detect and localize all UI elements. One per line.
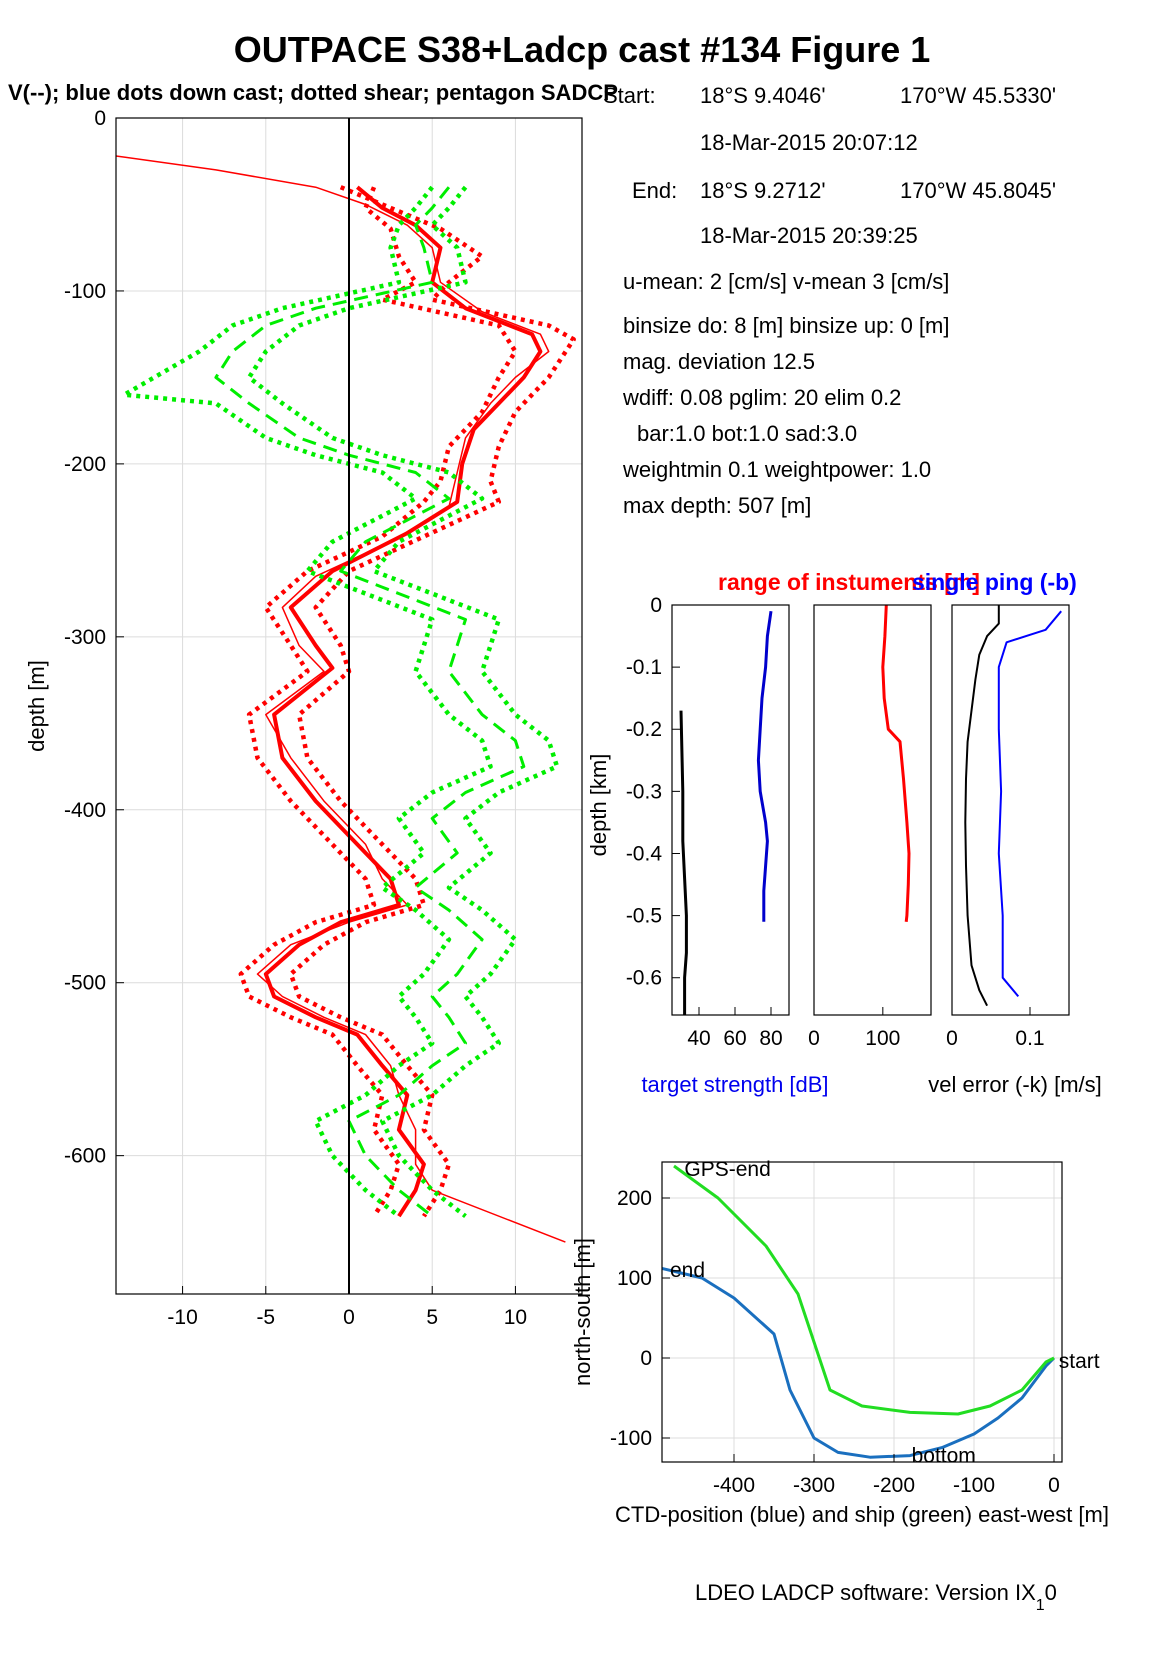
y-tick-label: 0 — [640, 1347, 652, 1370]
x-axis-label: vel error (-k) [m/s] — [928, 1072, 1102, 1097]
y-axis-label: depth [km] — [586, 754, 611, 857]
x-tick-label: 80 — [759, 1027, 782, 1050]
series-line-5 — [246, 185, 560, 1218]
x-tick-label: 100 — [865, 1027, 900, 1050]
y-tick-label: 0 — [650, 594, 662, 617]
series-line-0 — [881, 604, 911, 922]
range-title: range of instuments [m] — [718, 569, 980, 595]
start-lon: 170°W 45.5330' — [900, 83, 1056, 108]
y-tick-label: -0.5 — [626, 905, 662, 928]
x-tick-label: 0 — [1048, 1474, 1060, 1497]
weight-params: weightmin 0.1 weightpower: 1.0 — [622, 457, 931, 482]
start-label: start — [1059, 1350, 1100, 1373]
y-tick-label: 100 — [617, 1267, 652, 1290]
software-version-sub: 1 — [1036, 1597, 1045, 1614]
y-tick-label: -300 — [64, 626, 106, 649]
start-time: 18-Mar-2015 20:07:12 — [700, 130, 918, 155]
end-time: 18-Mar-2015 20:39:25 — [700, 223, 918, 248]
axes-frame — [813, 604, 932, 1016]
end-label: end — [670, 1259, 705, 1282]
y-tick-label: -0.6 — [626, 967, 662, 990]
x-tick-label: 0 — [808, 1027, 820, 1050]
axes-frame — [671, 604, 790, 1016]
y-tick-label: 0 — [94, 107, 106, 130]
software-version-end: 0 — [1045, 1580, 1057, 1605]
max-depth: max depth: 507 [m] — [623, 493, 811, 518]
x-tick-label: -10 — [167, 1306, 197, 1329]
figure-title: OUTPACE S38+Ladcp cast #134 Figure 1 — [234, 29, 931, 70]
y-tick-label: -600 — [64, 1145, 106, 1168]
x-tick-label: 0 — [343, 1306, 355, 1329]
series-line-1 — [997, 610, 1062, 998]
gps-end-label: GPS-end — [684, 1158, 770, 1181]
y-tick-label: -0.3 — [626, 780, 662, 803]
x-tick-label: 40 — [687, 1027, 710, 1050]
y-tick-label: -100 — [64, 280, 106, 303]
series-line-0 — [756, 610, 773, 922]
x-tick-label: -5 — [256, 1306, 275, 1329]
series-line-2 — [238, 186, 518, 1218]
mean-velocity: u-mean: 2 [cm/s] v-mean 3 [cm/s] — [623, 269, 949, 294]
start-label: Start: — [603, 83, 656, 108]
series-line-0 — [964, 605, 1000, 1007]
bar-weights: bar:1.0 bot:1.0 sad:3.0 — [637, 421, 857, 446]
series-line-1 — [679, 710, 688, 1015]
x-tick-label: 0 — [946, 1027, 958, 1050]
y-tick-label: -200 — [64, 453, 106, 476]
series-line-4 — [214, 186, 526, 1218]
series-line-0 — [661, 1266, 1056, 1459]
start-lat: 18°S 9.4046' — [700, 83, 826, 108]
x-axis-label: target strength [dB] — [641, 1072, 828, 1097]
x-tick-label: -100 — [953, 1474, 995, 1497]
ship-track-plot: -400 -300 -200 -100 0 200 100 0 -100 north-south … — [570, 1158, 1109, 1527]
software-version: LDEO LADCP software: Version IX10 — [695, 1580, 1057, 1614]
x-axis-label: CTD-position (blue) and ship (green) eas… — [615, 1502, 1109, 1527]
x-tick-label: -300 — [793, 1474, 835, 1497]
figure-subtitle: V(--); blue dots down cast; dotted shear… — [8, 80, 618, 105]
y-tick-label: -0.4 — [626, 842, 663, 865]
y-axis-label: north-south [m] — [570, 1238, 595, 1386]
x-tick-label: 60 — [723, 1027, 746, 1050]
y-tick-label: -100 — [610, 1427, 652, 1450]
x-tick-label: -200 — [873, 1474, 915, 1497]
y-tick-label: -400 — [64, 799, 106, 822]
cast-info: Start: 18°S 9.4046' 170°W 45.5330' 18-Ma… — [603, 83, 1056, 518]
velocity-error-plot: 0 0.1 vel error (-k) [m/s] — [928, 604, 1102, 1097]
axes-frame — [661, 1161, 1063, 1463]
end-lon: 170°W 45.8045' — [900, 178, 1056, 203]
end-label: End: — [632, 178, 677, 203]
x-tick-label: 0.1 — [1015, 1027, 1044, 1050]
y-tick-label: 200 — [617, 1187, 652, 1210]
single-ping-title: single ping (-b) — [912, 569, 1077, 595]
wdiff: wdiff: 0.08 pglim: 20 elim 0.2 — [622, 385, 901, 410]
y-tick-label: -0.1 — [626, 656, 662, 679]
instrument-range-plot: 0 100 — [808, 604, 932, 1050]
x-tick-label: 10 — [504, 1306, 527, 1329]
y-tick-label: -0.2 — [626, 718, 662, 741]
bottom-label: bottom — [912, 1445, 976, 1468]
series-line-1 — [673, 1164, 1055, 1416]
x-tick-label: 5 — [426, 1306, 438, 1329]
end-lat: 18°S 9.2712' — [700, 178, 826, 203]
series-line-0 — [263, 185, 543, 1218]
software-version-text: LDEO LADCP software: Version IX — [695, 1580, 1036, 1605]
velocity-profile-plot: -10 -5 0 5 10 0 -100 -200 -300 -400 -500 -600 depth … — [24, 107, 583, 1329]
x-tick-label: -400 — [713, 1474, 755, 1497]
y-axis-label: depth [m] — [24, 660, 49, 752]
target-strength-plot: 40 60 80 0 -0.1 -0.2 -0.3 -0.4 -0.5 -0.6 depth [km… — [586, 594, 829, 1097]
mag-deviation: mag. deviation 12.5 — [623, 349, 815, 374]
y-tick-label: -500 — [64, 972, 106, 995]
binsize: binsize do: 8 [m] binsize up: 0 [m] — [623, 313, 950, 338]
series-line-1 — [288, 185, 576, 1218]
axes-frame — [951, 604, 1070, 1016]
